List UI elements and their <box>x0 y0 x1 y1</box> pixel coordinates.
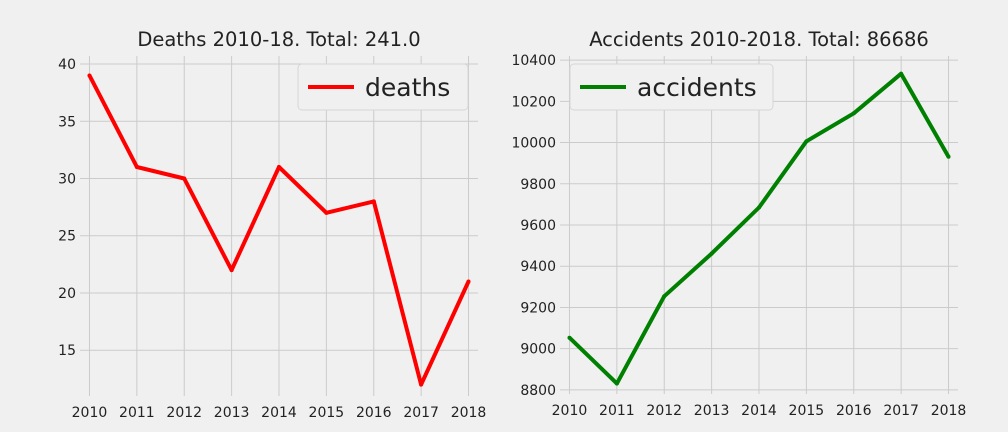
chart-2-data-point <box>804 139 809 144</box>
chart-1-x-tick-label: 2015 <box>309 405 345 421</box>
chart-1-legend-box <box>297 63 469 111</box>
chart-1-data-point <box>419 382 424 387</box>
chart-2-x-tick-label: 2016 <box>836 403 872 419</box>
chart-1-data-point <box>277 165 281 170</box>
chart-2-y-tick-label: 9400 <box>520 259 556 275</box>
chart-1-y-tick-label: 40 <box>58 57 76 73</box>
chart-1-data-point <box>371 199 376 204</box>
chart-1-x-tick-label: 2016 <box>356 405 392 421</box>
chart-2-data-point <box>899 71 904 76</box>
chart-1-legend-label: deaths <box>365 73 450 102</box>
chart-1-data-point <box>466 279 471 284</box>
chart-2-data-point <box>757 205 761 210</box>
chart-2-x-tick-label: 2015 <box>789 403 825 419</box>
chart-2-y-tick-label: 9000 <box>520 342 556 358</box>
chart-2-x-tick-label: 2010 <box>552 403 588 419</box>
chart-2-x-tick-label: 2011 <box>599 403 635 419</box>
chart-2-x-tick-label: 2012 <box>646 403 682 419</box>
chart-1-data-point <box>182 176 187 181</box>
chart-1-y-tick-label: 15 <box>58 343 76 359</box>
chart-2-legend-box <box>569 63 774 111</box>
chart-1-x-tick-label: 2014 <box>261 405 297 421</box>
chart-1-x-tick-label: 2018 <box>451 405 487 421</box>
chart-1-x-tick-label: 2017 <box>403 405 439 421</box>
chart-2-y-tick-label: 9200 <box>520 300 556 316</box>
chart-2-y-tick-label: 10000 <box>511 136 556 152</box>
chart-1-y-tick-label: 35 <box>58 114 76 130</box>
chart-2-title: Accidents 2010-2018. Total: 86686 <box>589 28 929 51</box>
chart-2-y-tick-label: 10400 <box>511 53 556 69</box>
chart-2-x-tick-label: 2013 <box>694 403 730 419</box>
chart-2-legend-label: accidents <box>637 73 757 102</box>
chart-2-y-tick-label: 9600 <box>520 218 556 234</box>
chart-2-data-point <box>567 335 572 340</box>
chart-2-data-point <box>946 154 951 159</box>
chart-1-x-tick-label: 2013 <box>214 405 250 421</box>
chart-2-y-tick-label: 8800 <box>520 383 556 399</box>
chart-1-data-point <box>87 73 92 78</box>
chart-1-y-tick-label: 20 <box>58 286 76 302</box>
chart-1-y-tick-label: 30 <box>58 171 76 187</box>
chart-1-data-point <box>229 268 234 273</box>
chart-1-data-point <box>324 210 329 215</box>
chart-2-data-point <box>662 294 667 299</box>
chart-1-data-point <box>134 165 139 170</box>
chart-2-x-tick-label: 2017 <box>883 403 919 419</box>
chart-1-x-tick-label: 2012 <box>166 405 202 421</box>
chart-1-title: Deaths 2010-18. Total: 241.0 <box>137 28 420 51</box>
chart-2-y-tick-label: 10200 <box>511 94 556 110</box>
chart-2-data-point <box>709 251 714 256</box>
chart-2-x-tick-label: 2018 <box>931 403 967 419</box>
chart-1-x-tick-label: 2010 <box>72 405 108 421</box>
chart-2-y-tick-label: 9800 <box>520 177 556 193</box>
chart-2-x-tick-label: 2014 <box>741 403 777 419</box>
chart-1-y-tick-label: 25 <box>58 229 76 245</box>
chart-2-data-point <box>614 381 619 386</box>
chart-2-data-point <box>851 111 856 116</box>
chart-1-x-tick-label: 2011 <box>119 405 155 421</box>
